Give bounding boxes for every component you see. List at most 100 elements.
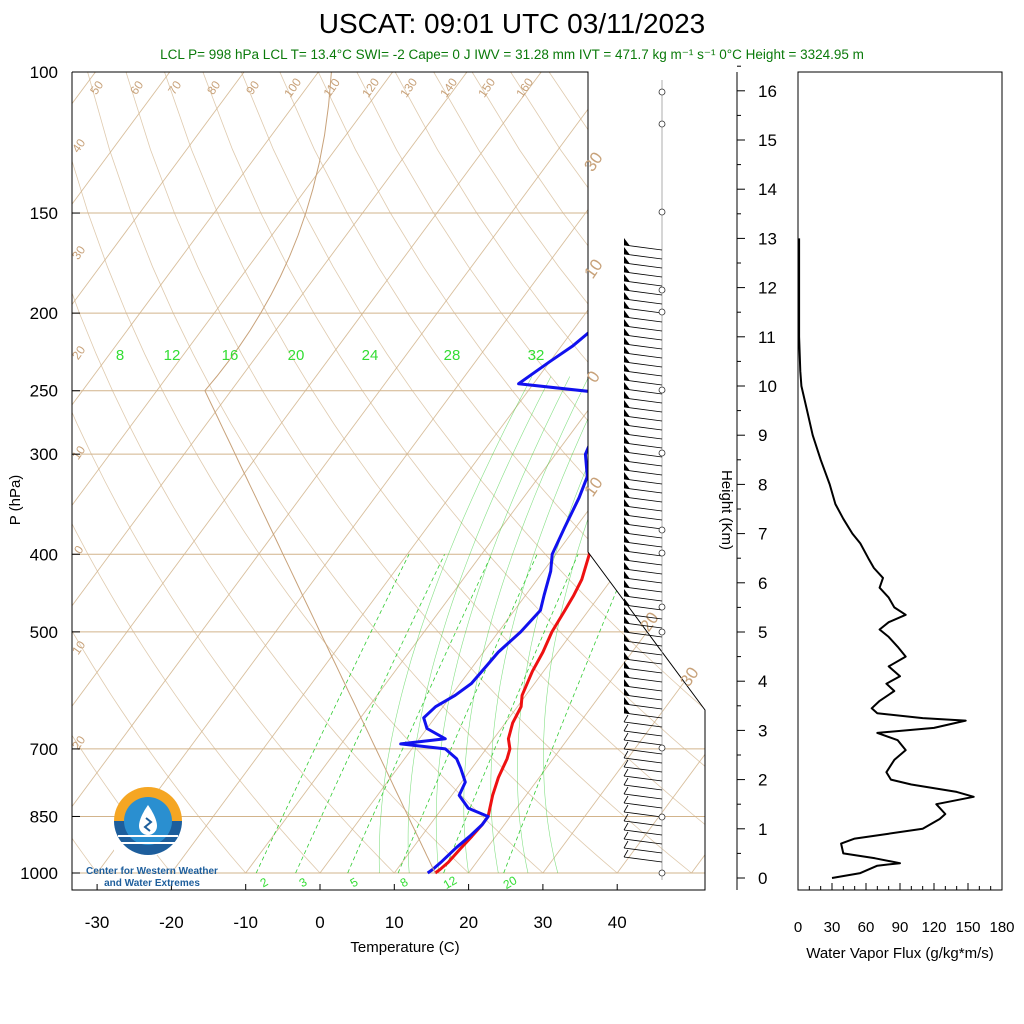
wind-barb-flag [624,670,630,678]
isotherm-label: 120 [359,75,382,100]
wind-barb [623,649,663,656]
isotherm-label: 60 [127,78,146,97]
wind-barb [623,550,663,557]
wind-barb-flag [624,499,630,507]
flux-x-tick-label: 30 [824,919,841,936]
y-tick-label: 1000 [20,864,58,883]
y-tick-label: 150 [30,204,58,223]
wind-barb-flag [624,706,630,714]
wind-barb-flag [624,301,630,309]
flux-x-tick-label: 60 [858,919,875,936]
wind-barb [623,685,663,692]
wind-barb-feather [623,759,629,768]
wind-barb [623,568,663,575]
wind-barb [623,496,663,503]
isotherm-line [72,72,171,874]
wind-barb-flag [624,274,630,282]
wind-barb [623,532,663,539]
wind-barb [623,298,663,305]
isotherm-line [72,72,394,874]
isotherm-label: 10 [580,256,606,282]
isotherm-label: 30 [676,664,702,690]
wind-barb-flag [624,652,630,660]
moist-adiabat [463,376,590,874]
wind-barb [623,766,663,773]
height-tick-label: 2 [758,771,767,790]
flux-x-axis-label: Water Vapor Flux (g/kg*m/s) [806,945,994,962]
moist-adiabat [435,376,571,874]
wind-barb [623,361,663,368]
height-axis-label: Height (Km) [718,470,735,550]
cw3e-logo [114,787,182,855]
wind-barb-flag [624,688,630,696]
isotherm-label: 70 [165,78,184,97]
wind-barb [623,379,663,386]
calm-marker [658,286,666,294]
parcel-path [204,72,436,874]
water-vapor-flux-profile [798,238,975,879]
y-tick-label: 400 [30,545,58,564]
wind-barb-flag [624,445,630,453]
wind-barb [623,847,663,854]
height-tick-label: 0 [758,869,767,888]
dry-adiabat [317,72,705,874]
moist-adiabat [378,376,533,874]
wind-barb [623,667,663,674]
wind-barb-feather [623,795,629,804]
x-tick-label: -30 [85,913,110,932]
wind-barb [623,640,663,647]
height-tick-label: 11 [758,328,776,347]
wind-barb-flag [624,562,630,570]
moist-adiabat [490,376,609,874]
dry-adiabat [72,72,321,874]
mixing-ratio-label: 8 [116,347,124,364]
wind-barb [623,622,663,629]
chart-title: USCAT: 09:01 UTC 03/11/2023 [318,8,706,39]
wind-barb [623,316,663,323]
wind-barb-feather [623,813,629,822]
wind-barb [623,748,663,755]
height-tick-label: 4 [758,672,767,691]
wind-barb [623,325,663,332]
wind-barb [623,424,663,431]
wind-barb-flag [624,634,630,642]
flux-x-tick-label: 120 [921,919,946,936]
wind-barb-flag [624,535,630,543]
wind-barb [623,793,663,800]
wind-barb [623,469,663,476]
dry-adiabat [72,72,172,874]
isotherm-label: 30 [580,149,606,175]
wind-barb-feather [623,714,629,723]
wind-barb [623,829,663,836]
dry-adiabat [241,72,705,874]
wind-barb [623,856,663,863]
flux-x-tick-label: 90 [892,919,909,936]
y-tick-label: 500 [30,623,58,642]
height-tick-label: 3 [758,721,767,740]
wind-barb [623,406,663,413]
x-tick-label: 40 [608,913,627,932]
wind-barb [623,460,663,467]
wind-barb-flag [624,697,630,705]
isotherm-line [0,72,21,873]
dry-adiabat [72,72,247,874]
wind-barb [623,712,663,719]
chart-subtitle: LCL P= 998 hPa LCL T= 13.4°C SWI= -2 Cap… [160,47,864,62]
wind-barb [623,334,663,341]
wind-barb-flag [624,490,630,498]
wind-barb [623,487,663,494]
wind-barb-flag [624,364,630,372]
wind-barb [623,721,663,728]
x-tick-label: 30 [533,913,552,932]
mixing-ratio-line [443,554,579,874]
wind-barb-flag [624,346,630,354]
x-tick-label: 10 [385,913,404,932]
wind-barb [623,388,663,395]
x-tick-label: 0 [315,913,324,932]
isotherm-line [72,72,245,874]
calm-marker [658,869,666,877]
mixing-ratio-label: 24 [362,347,379,364]
isotherm-line [171,72,705,874]
wind-barb [623,433,663,440]
y-tick-label: 100 [30,63,58,82]
